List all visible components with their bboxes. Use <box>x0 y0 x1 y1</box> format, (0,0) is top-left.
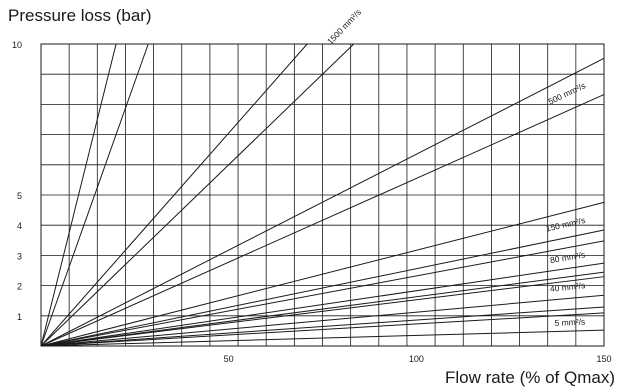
band-label: 80 mm²/s <box>549 249 586 265</box>
band-lower-line <box>40 43 149 347</box>
band-lower-line <box>40 262 605 347</box>
y-tick-label: 4 <box>17 221 22 231</box>
y-tick-label: 1 <box>17 312 22 322</box>
curve-line <box>40 306 605 347</box>
band-upper-line <box>40 271 605 347</box>
y-tick-label: 2 <box>17 282 22 292</box>
band-label: 1500 mm²/s <box>325 7 363 46</box>
y-tick-label: 3 <box>17 251 22 261</box>
band-upper-line <box>40 312 605 347</box>
y-tick-label: 5 <box>17 191 22 201</box>
band-lower-line <box>40 94 605 347</box>
band-label: 150 mm²/s <box>545 215 586 234</box>
x-tick-label: 150 <box>596 354 611 364</box>
band-upper-line <box>40 240 605 347</box>
y-axis-label: Pressure loss (bar) <box>8 6 152 25</box>
curve-line <box>40 276 605 347</box>
grid <box>40 43 605 347</box>
tick-labels: 1 2 3 4 5 10 50 100 150 <box>12 40 612 364</box>
x-tick-label: 50 <box>224 354 234 364</box>
x-tick-label: 100 <box>409 354 424 364</box>
band-label: 5 mm²/s <box>554 317 585 328</box>
band-lower-line <box>40 229 605 347</box>
band-lower-line <box>40 294 605 347</box>
x-axis-label: Flow rate (% of Qmax) <box>444 368 615 387</box>
band-lower-line <box>40 43 355 347</box>
band-upper-line <box>40 201 605 347</box>
y-tick-label: 10 <box>12 40 22 50</box>
band-label: 40 mm²/s <box>549 280 585 294</box>
band-upper-line <box>40 43 117 347</box>
band-lower-line <box>40 329 605 347</box>
band-upper-line <box>40 43 308 347</box>
band-upper-line <box>40 57 605 347</box>
curves <box>40 43 605 347</box>
